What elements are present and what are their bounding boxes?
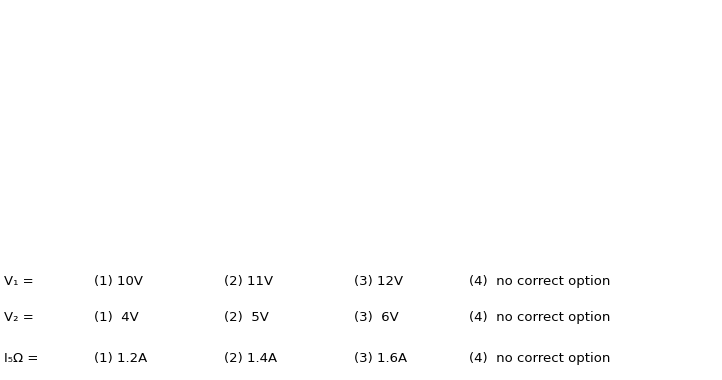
Text: 25V: 25V (11, 127, 38, 141)
Text: x: x (570, 134, 577, 144)
Text: ₂: ₂ (622, 122, 628, 136)
Text: 4 Ω: 4 Ω (690, 134, 713, 147)
Text: +: + (370, 109, 381, 123)
Text: (4)  no correct option: (4) no correct option (469, 311, 611, 324)
Text: −: − (370, 159, 383, 177)
Text: ₂: ₂ (350, 139, 355, 152)
Text: 5 Ω: 5 Ω (456, 9, 482, 23)
Text: ₁: ₁ (213, 84, 219, 98)
Text: (3)  6V: (3) 6V (354, 311, 399, 324)
Text: V: V (188, 76, 202, 95)
Text: (1) 1.2A: (1) 1.2A (94, 352, 147, 365)
Text: V₁ =: V₁ = (4, 275, 33, 288)
Text: 6V: 6V (303, 128, 325, 142)
Text: x: x (352, 54, 358, 64)
Text: (2)  5V: (2) 5V (224, 311, 269, 324)
Text: 40 Ω: 40 Ω (243, 47, 277, 60)
Text: r: r (434, 127, 440, 141)
Text: (2) 1.4A: (2) 1.4A (224, 352, 277, 365)
Text: (4)  no correct option: (4) no correct option (469, 352, 611, 365)
Text: (1)  4V: (1) 4V (94, 311, 139, 324)
Text: I₅Ω =: I₅Ω = (4, 352, 38, 365)
Text: V₂ =: V₂ = (4, 311, 33, 324)
Text: (4)  no correct option: (4) no correct option (469, 275, 611, 288)
Polygon shape (321, 60, 343, 73)
Text: (3) 12V: (3) 12V (354, 275, 403, 288)
Text: (1) 10V: (1) 10V (94, 275, 143, 288)
Text: I: I (341, 49, 345, 62)
Text: V: V (596, 111, 610, 130)
Text: 2I: 2I (543, 124, 558, 138)
Text: (2) 11V: (2) 11V (224, 275, 273, 288)
Text: 10 Ω: 10 Ω (110, 47, 143, 60)
Text: (3) 1.6A: (3) 1.6A (354, 352, 407, 365)
